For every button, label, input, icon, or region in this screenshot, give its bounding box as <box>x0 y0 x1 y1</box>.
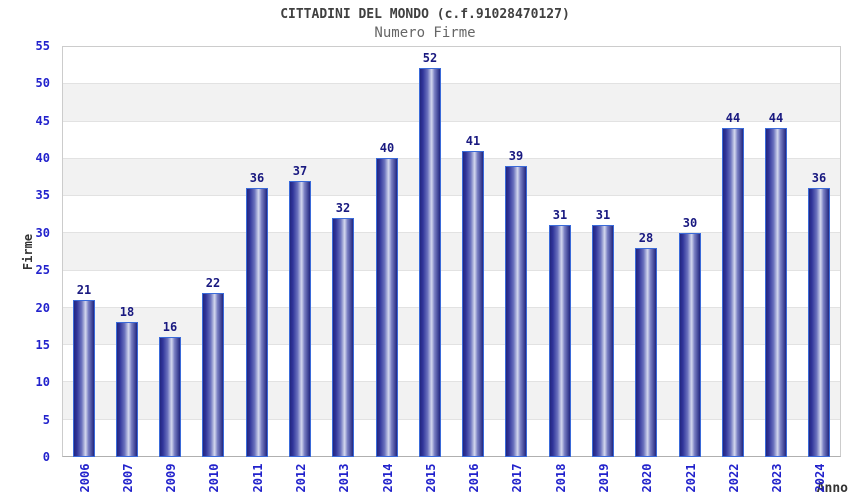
bar-value-label: 40 <box>379 141 395 155</box>
x-tick-label: 2011 <box>251 463 265 493</box>
x-tick-label: 2010 <box>207 463 221 493</box>
bar-value-label: 22 <box>205 276 221 290</box>
grid-band <box>63 120 840 158</box>
bar <box>202 293 224 457</box>
y-tick-label: 15 <box>35 338 50 352</box>
bar-value-label: 37 <box>292 164 308 178</box>
y-tick-label: 30 <box>35 226 50 240</box>
bar-value-label: 41 <box>465 134 481 148</box>
x-tick-label: 2007 <box>121 463 135 493</box>
grid-band <box>63 195 840 232</box>
bar-value-label: 31 <box>552 208 568 222</box>
bar <box>246 188 268 457</box>
grid-band <box>63 157 840 196</box>
x-tick-label: 2021 <box>684 463 698 493</box>
grid-band <box>63 269 840 307</box>
bar <box>722 128 744 457</box>
x-tick-label: 2009 <box>164 463 178 493</box>
bar <box>679 233 701 457</box>
bar-value-label: 18 <box>119 305 135 319</box>
bar-value-label: 44 <box>725 111 741 125</box>
grid-band <box>63 344 840 381</box>
x-axis-title: Anno <box>816 481 848 496</box>
bar <box>332 218 354 457</box>
bar-value-label: 21 <box>76 283 92 297</box>
bar-value-label: 31 <box>595 208 611 222</box>
x-tick-label: 2015 <box>424 463 438 493</box>
chart-title: CITTADINI DEL MONDO (c.f.91028470127) <box>280 7 570 22</box>
grid-band <box>63 306 840 345</box>
x-tick-label: 2017 <box>510 463 524 493</box>
x-tick-label: 2014 <box>381 463 395 493</box>
x-tick-label: 2019 <box>597 463 611 493</box>
y-tick-label: 25 <box>35 263 50 277</box>
bar <box>419 68 441 457</box>
grid-band <box>63 47 840 83</box>
x-tick-label: 2024 <box>813 463 827 493</box>
bar-value-label: 39 <box>508 149 524 163</box>
x-tick-label: 2020 <box>640 463 654 493</box>
y-tick-label: 55 <box>35 39 50 53</box>
x-tick-label: 2006 <box>78 463 92 493</box>
x-tick-label: 2023 <box>770 463 784 493</box>
bar <box>159 337 181 457</box>
bar <box>505 166 527 457</box>
bar-value-label: 36 <box>811 171 827 185</box>
x-tick-label: 2012 <box>294 463 308 493</box>
chart-subtitle: Numero Firme <box>374 25 476 41</box>
x-tick-label: 2018 <box>554 463 568 493</box>
y-tick-label: 45 <box>35 114 50 128</box>
y-tick-label: 20 <box>35 301 50 315</box>
y-tick-label: 5 <box>42 413 50 427</box>
y-tick-label: 10 <box>35 375 50 389</box>
bar-value-label: 44 <box>768 111 784 125</box>
grid-band <box>63 232 840 270</box>
bar <box>73 300 95 457</box>
x-tick-label: 2013 <box>337 463 351 493</box>
bar <box>592 225 614 457</box>
bar-value-label: 52 <box>422 51 438 65</box>
grid-band <box>63 418 840 456</box>
bar-value-label: 28 <box>638 231 654 245</box>
bar <box>116 322 138 457</box>
bar <box>549 225 571 457</box>
bar <box>808 188 830 457</box>
bar <box>376 158 398 457</box>
bar <box>635 248 657 457</box>
grid-band <box>63 83 840 121</box>
x-tick-label: 2016 <box>467 463 481 493</box>
y-tick-label: 0 <box>42 450 50 464</box>
y-tick-label: 40 <box>35 151 50 165</box>
bar-value-label: 32 <box>335 201 351 215</box>
bar-value-label: 16 <box>162 320 178 334</box>
y-tick-label: 50 <box>35 76 50 90</box>
plot-area <box>62 46 841 457</box>
grid-band <box>63 381 840 419</box>
bar-value-label: 30 <box>682 216 698 230</box>
x-tick-label: 2022 <box>727 463 741 493</box>
y-tick-label: 35 <box>35 188 50 202</box>
bar <box>289 181 311 457</box>
bar <box>462 151 484 457</box>
bar-value-label: 36 <box>249 171 265 185</box>
bar <box>765 128 787 457</box>
